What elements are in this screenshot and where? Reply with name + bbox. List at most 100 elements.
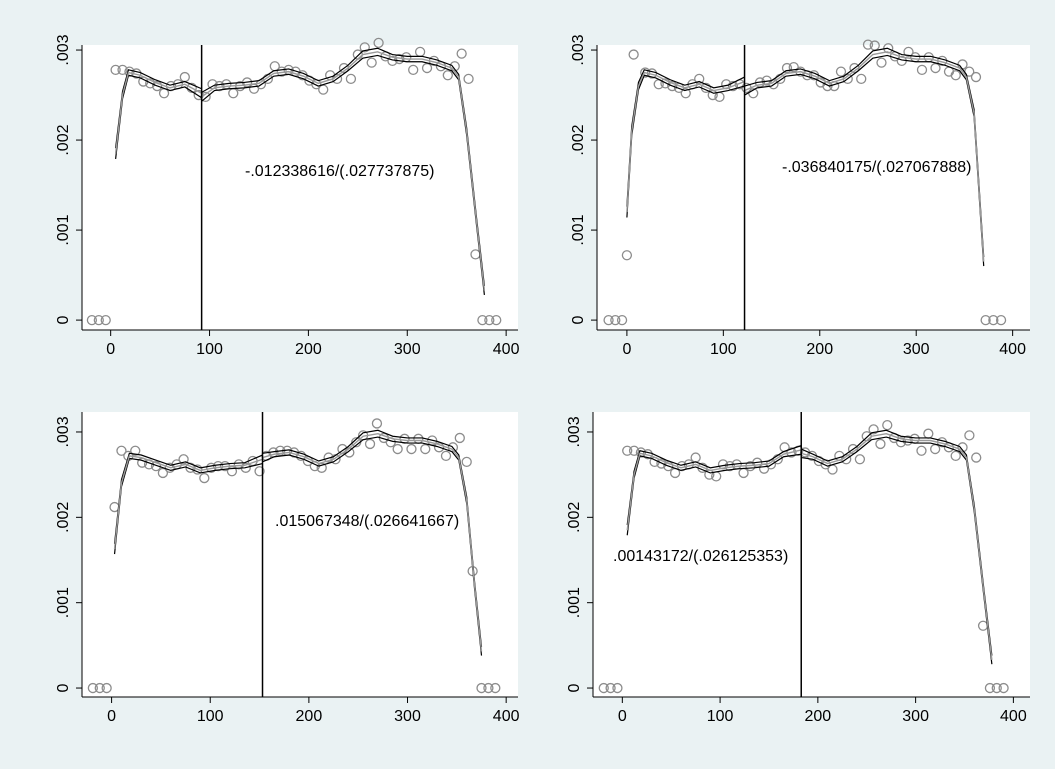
data-point: [995, 314, 1007, 326]
data-point: [483, 682, 494, 694]
data-point: [145, 78, 156, 89]
data-point: [101, 682, 112, 694]
data-point: [93, 314, 104, 326]
x-tick-label: 100: [707, 708, 734, 725]
x-tick-label: 300: [902, 708, 929, 725]
data-point: [950, 70, 961, 81]
data-point: [727, 80, 739, 92]
data-point: [610, 314, 621, 326]
plot-area: [82, 45, 518, 330]
fit-line: [201, 51, 486, 291]
data-point: [490, 682, 501, 694]
data-point: [980, 314, 991, 326]
y-tick-label: 0: [570, 316, 587, 325]
fit-line: [626, 449, 802, 531]
data-point: [998, 682, 1009, 694]
x-tick-label: 400: [493, 341, 520, 358]
x-tick-label: 200: [295, 341, 322, 358]
data-point: [964, 430, 975, 441]
y-tick-label: .003: [55, 416, 72, 447]
y-tick-label: .002: [55, 124, 72, 155]
data-point: [854, 454, 866, 465]
data-point: [408, 64, 419, 75]
data-point: [882, 419, 893, 431]
data-point: [868, 424, 879, 435]
x-tick-label: 100: [710, 341, 737, 358]
data-point: [117, 64, 128, 75]
fit-line: [262, 432, 483, 652]
fit-line: [801, 432, 993, 660]
ci-lower: [115, 74, 202, 160]
y-tick-label: 0: [55, 316, 72, 325]
y-tick-label: .002: [570, 124, 587, 155]
data-point: [628, 445, 640, 456]
annotation: .015067348/(.026641667): [275, 513, 459, 530]
data-point: [463, 73, 474, 84]
fit-line: [744, 51, 985, 262]
data-point: [461, 456, 472, 467]
data-point: [598, 682, 609, 694]
data-point: [628, 49, 639, 60]
data-point: [442, 70, 453, 81]
data-point: [254, 466, 265, 477]
ci-lower: [744, 54, 985, 267]
annotation: -.036840175/(.027067888): [782, 159, 972, 176]
fit-line: [626, 71, 745, 213]
x-tick-label: 0: [622, 341, 631, 358]
y-tick-label: 0: [566, 683, 583, 692]
data-point: [856, 73, 867, 84]
data-point: [835, 66, 847, 77]
data-point: [86, 314, 98, 326]
data-point: [116, 445, 127, 456]
x-tick-label: 400: [493, 708, 520, 725]
data-point: [456, 48, 467, 59]
y-tick-label: .001: [55, 587, 72, 618]
data-point: [420, 443, 431, 455]
data-point: [694, 73, 705, 84]
data-point: [621, 250, 633, 261]
data-point: [660, 78, 671, 89]
data-point: [991, 682, 1002, 694]
data-point: [449, 61, 460, 72]
data-point: [781, 62, 793, 74]
data-point: [984, 682, 996, 694]
data-point: [822, 80, 833, 92]
data-point: [157, 467, 169, 479]
data-point: [477, 314, 488, 326]
data-point: [345, 73, 357, 84]
data-point: [663, 460, 674, 472]
data-point: [199, 472, 210, 484]
data-point: [903, 46, 914, 57]
data-point: [151, 80, 163, 92]
data-point: [875, 438, 886, 450]
data-point: [916, 64, 928, 75]
data-point: [110, 64, 121, 75]
plot-area: [82, 412, 518, 697]
data-point: [605, 682, 616, 694]
data-point: [916, 445, 927, 456]
data-point: [226, 466, 238, 477]
ci-upper: [113, 452, 263, 544]
y-tick-label: .003: [566, 416, 583, 447]
data-point: [454, 432, 465, 444]
y-tick-label: 0: [55, 683, 72, 692]
x-tick-label: 200: [805, 708, 832, 725]
x-tick-label: 200: [806, 341, 833, 358]
data-point: [364, 438, 376, 450]
y-tick-label: .002: [55, 502, 72, 533]
data-point: [876, 57, 887, 68]
data-point: [87, 682, 99, 694]
data-point: [433, 442, 445, 453]
x-tick-label: 300: [903, 341, 930, 358]
x-tick-label: 0: [618, 708, 627, 725]
x-tick-label: 100: [197, 708, 224, 725]
ci-upper: [201, 47, 485, 286]
y-tick-label: .001: [55, 214, 72, 245]
ci-upper: [626, 445, 802, 526]
data-point: [612, 682, 623, 694]
y-tick-label: .001: [566, 587, 583, 618]
data-point: [371, 418, 383, 429]
data-point: [323, 452, 334, 463]
ci-lower: [201, 54, 485, 295]
data-point: [786, 447, 797, 458]
